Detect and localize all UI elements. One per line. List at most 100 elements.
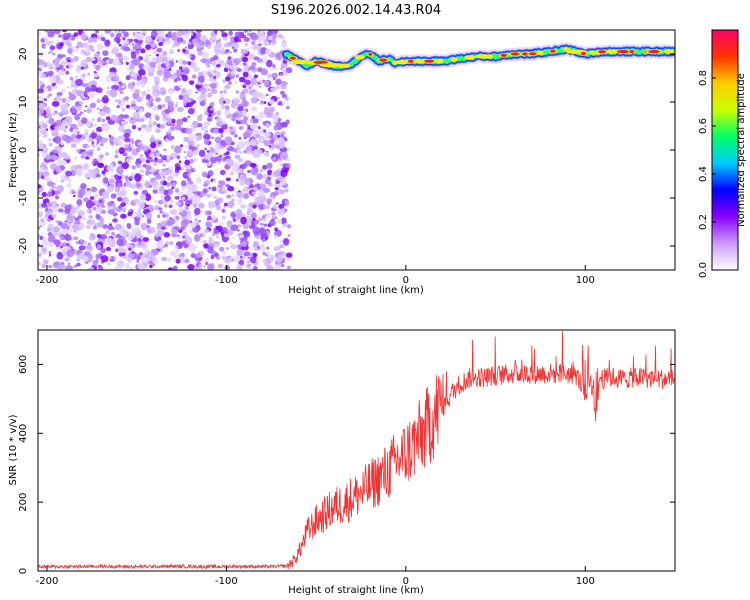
noise-speck: [227, 146, 230, 148]
noise-speck: [184, 159, 190, 166]
noise-speck: [211, 186, 217, 192]
noise-speck: [38, 192, 41, 195]
noise-speck: [272, 115, 279, 122]
noise-speck: [87, 81, 92, 86]
noise-speck: [62, 242, 67, 247]
noise-speck: [200, 126, 205, 131]
noise-speck: [224, 51, 228, 55]
noise-speck: [45, 106, 52, 114]
noise-speck: [115, 149, 120, 155]
noise-speck: [87, 137, 92, 142]
noise-speck: [187, 53, 193, 58]
x-tick-label: -200: [36, 275, 59, 286]
noise-speck: [239, 234, 245, 238]
noise-speck: [131, 245, 135, 249]
noise-speck: [205, 261, 209, 266]
noise-speck: [270, 143, 276, 149]
noise-speck: [192, 184, 196, 189]
noise-speck: [137, 262, 143, 270]
noise-speck: [105, 246, 112, 252]
noise-speck: [244, 30, 248, 33]
noise-speck: [86, 109, 92, 114]
noise-speck: [145, 212, 153, 220]
noise-speck: [211, 60, 217, 67]
track-hotspot: [338, 63, 351, 68]
noise-speck: [95, 253, 100, 260]
colorbar-tick-label: 0.4: [698, 166, 709, 182]
noise-speck: [164, 194, 171, 202]
noise-speck: [166, 241, 169, 244]
noise-speck: [262, 251, 266, 256]
noise-speck: [256, 58, 263, 63]
noise-speck: [80, 239, 83, 243]
noise-speck: [122, 152, 128, 157]
noise-speck: [140, 174, 144, 177]
x-tick-label: 100: [576, 576, 595, 587]
noise-speck: [139, 193, 147, 201]
noise-speck: [89, 92, 96, 99]
noise-speck: [155, 53, 160, 57]
noise-speck: [69, 191, 73, 194]
noise-speck: [249, 265, 253, 269]
noise-speck: [69, 76, 74, 81]
noise-speck: [96, 234, 102, 238]
noise-speck: [219, 169, 226, 176]
noise-speck: [187, 108, 195, 115]
track-hotspot: [435, 59, 444, 64]
x-tick-label: 0: [403, 576, 409, 587]
noise-speck: [175, 102, 179, 106]
noise-speck: [131, 99, 136, 104]
noise-speck: [112, 206, 118, 211]
colorbar-ticks: 0.0 0.2 0.4 0.6 0.8: [698, 70, 716, 278]
noise-speck: [196, 191, 201, 196]
noise-speck: [72, 194, 76, 198]
noise-speck: [132, 51, 136, 55]
noise-speck: [207, 246, 214, 254]
noise-speck: [106, 90, 111, 95]
noise-speck: [240, 204, 247, 209]
noise-speck: [73, 236, 79, 241]
noise-speck: [186, 102, 194, 108]
noise-speck: [74, 265, 77, 268]
noise-speck: [58, 208, 64, 213]
noise-speck: [53, 190, 59, 196]
noise-speck: [256, 149, 263, 155]
noise-speck: [214, 136, 222, 144]
noise-speck: [144, 193, 152, 201]
noise-speck: [73, 223, 82, 232]
noise-speck: [142, 64, 150, 70]
noise-speck: [187, 115, 191, 119]
noise-speck: [161, 256, 168, 262]
noise-speck: [59, 42, 64, 47]
noise-speck: [220, 30, 225, 34]
noise-speck: [131, 165, 136, 170]
noise-speck: [242, 88, 249, 94]
noise-speck: [128, 208, 132, 212]
noise-speck: [241, 110, 248, 116]
noise-speck: [277, 135, 281, 138]
noise-speck: [91, 117, 95, 122]
noise-speck: [184, 46, 188, 49]
noise-speck: [250, 97, 259, 104]
noise-speck: [144, 58, 149, 63]
noise-speck: [104, 39, 111, 47]
noise-speck: [82, 197, 89, 202]
noise-speck: [192, 195, 201, 204]
noise-speck: [243, 193, 250, 200]
noise-speck: [223, 67, 229, 73]
noise-speck: [168, 241, 174, 246]
noise-speck: [273, 121, 277, 125]
noise-speck: [107, 262, 111, 266]
track-hotspot: [354, 55, 366, 60]
noise-speck: [75, 134, 83, 139]
noise-speck: [189, 98, 194, 102]
noise-speck: [223, 232, 230, 238]
noise-speck: [262, 56, 267, 61]
noise-speck: [197, 75, 205, 84]
noise-speck: [178, 85, 183, 88]
noise-speck: [280, 151, 289, 160]
noise-speck: [217, 120, 223, 127]
noise-speck: [147, 66, 155, 74]
noise-speck: [153, 91, 158, 97]
noise-speck: [111, 227, 115, 230]
